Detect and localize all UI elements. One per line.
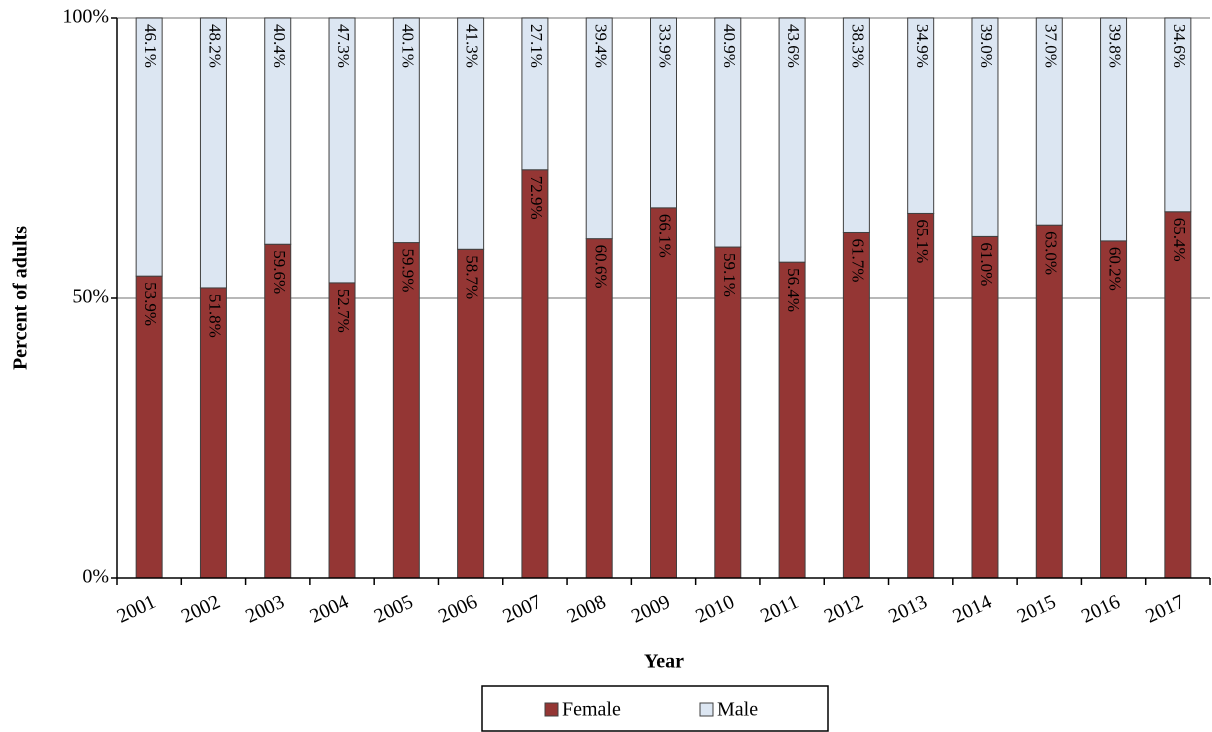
x-axis-title: Year [644,651,684,673]
data-label: 72.9% [527,176,546,220]
x-tick-label: 2017 [1142,591,1188,628]
legend-box [481,685,829,732]
data-label: 59.6% [270,250,289,294]
y-tick-label: 50% [72,286,109,308]
bar-segment [1100,17,1128,242]
y-tick-label: 0% [82,566,109,588]
bar-segment [650,17,677,209]
data-label: 39.0% [977,24,996,68]
bar-segment [714,17,742,248]
bar-segment [521,169,549,579]
x-tick-label: 2004 [307,591,353,628]
x-tick-label: 2008 [564,591,610,628]
y-tick-label: 100% [62,6,109,28]
bar-segment [457,17,485,250]
data-label: 40.9% [720,24,739,68]
data-label: 51.8% [206,294,225,338]
legend-label: Male [717,699,758,721]
bar-segment [199,17,227,289]
x-tick-label: 2015 [1014,591,1060,628]
data-label: 52.7% [334,289,353,333]
bar-segment [971,17,999,237]
data-label: 34.9% [913,24,932,68]
bar-segment [971,235,999,579]
data-label: 66.1% [656,214,675,258]
data-label: 61.7% [848,238,867,282]
bar-segment [1100,240,1128,579]
data-label: 58.7% [463,255,482,299]
x-tick-label: 2012 [821,591,867,628]
data-label: 39.4% [591,24,610,68]
bar-segment [1164,17,1192,213]
bar-segment [842,17,870,233]
x-tick-label: 2014 [949,591,995,628]
legend-label: Female [562,699,621,721]
data-label: 65.4% [1170,218,1189,262]
data-label: 65.1% [913,219,932,263]
data-label: 56.4% [784,268,803,312]
bar-segment [778,17,806,263]
data-label: 37.0% [1041,24,1060,68]
bar-segment [585,238,613,579]
bar-segment [521,17,549,171]
bar-segment [585,17,613,240]
x-tick-label: 2016 [1078,591,1124,628]
data-label: 46.1% [141,24,160,68]
bar-segment [1164,211,1192,579]
bar-segment [650,207,677,579]
bar-segment [714,246,742,579]
x-tick-label: 2007 [499,591,545,628]
y-axis-title: Percent of adults [10,226,32,370]
data-label: 39.8% [1106,24,1125,68]
data-label: 40.1% [398,24,417,68]
x-tick-label: 2009 [628,591,674,628]
data-label: 60.2% [1106,247,1125,291]
bar-segment [135,17,163,277]
data-label: 41.3% [463,24,482,68]
bar-segment [392,242,420,579]
bar-segment [907,212,935,579]
data-label: 38.3% [848,24,867,68]
data-label: 47.3% [334,24,353,68]
x-tick-label: 2002 [178,591,224,628]
x-tick-label: 2013 [885,591,931,628]
data-label: 33.9% [656,24,675,68]
bar-segment [457,248,485,579]
x-tick-label: 2005 [371,591,417,628]
data-label: 34.6% [1170,24,1189,68]
bar-segment [264,17,292,245]
x-tick-label: 2003 [242,591,288,628]
x-tick-label: 2010 [692,591,738,628]
x-tick-label: 2006 [435,591,481,628]
legend-swatch [699,702,714,717]
bar-segment [264,243,292,579]
bar-segment [1035,224,1063,579]
data-label: 27.1% [527,24,546,68]
bar-segment [778,261,806,579]
x-tick-label: 2011 [757,591,802,628]
data-label: 60.6% [591,245,610,289]
bar-segment [328,17,356,284]
data-label: 61.0% [977,242,996,286]
x-tick-label: 2001 [114,591,160,628]
data-label: 40.4% [270,24,289,68]
data-label: 63.0% [1041,231,1060,275]
legend-swatch [544,702,559,717]
bar-segment [842,231,870,579]
bar-segment [392,17,420,244]
bar-segment [1035,17,1063,226]
data-label: 59.1% [720,253,739,297]
bar-segment [907,17,935,214]
data-label: 53.9% [141,282,160,326]
data-label: 43.6% [784,24,803,68]
data-label: 48.2% [206,24,225,68]
data-label: 59.9% [398,249,417,293]
bar-segment [135,275,163,579]
